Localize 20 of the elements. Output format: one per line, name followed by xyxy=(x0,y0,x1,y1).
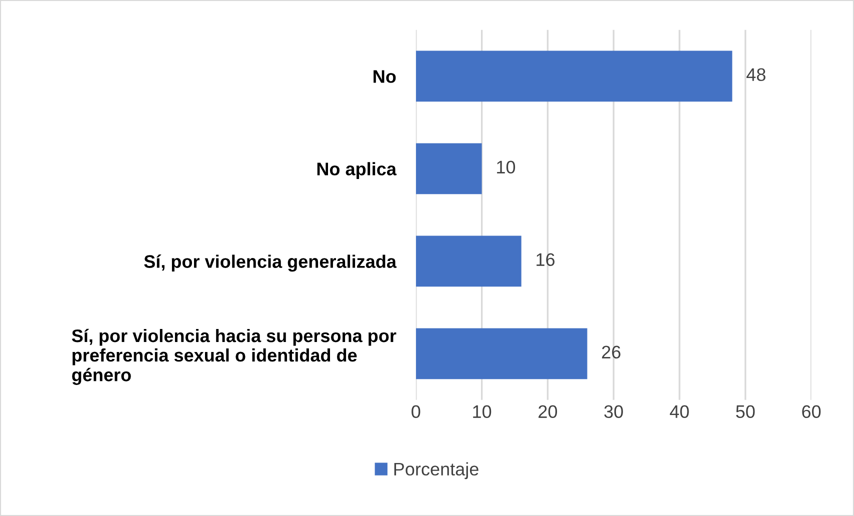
x-tick-label: 40 xyxy=(670,405,689,418)
bar xyxy=(416,143,482,194)
y-tick-label: Sí, por violencia hacia su persona por preferencia sexual o identidad de género xyxy=(72,328,396,385)
data-label: 26 xyxy=(602,346,620,358)
x-tick-label: 20 xyxy=(538,405,558,418)
y-tick-label: No xyxy=(374,70,396,83)
data-label: 48 xyxy=(746,68,766,82)
data-label: 16 xyxy=(536,253,555,266)
data-label: 10 xyxy=(497,160,516,174)
x-tick-label: 10 xyxy=(473,405,492,418)
bar xyxy=(416,328,588,380)
y-tick-label: No aplica xyxy=(317,162,397,179)
legend-label: Porcentaje xyxy=(394,462,478,480)
bar xyxy=(416,50,732,102)
x-tick-label: 0 xyxy=(412,405,420,418)
y-tick-label: Sí, por violencia generalizada xyxy=(144,254,397,272)
x-tick-label: 50 xyxy=(736,405,755,418)
bar xyxy=(416,236,522,287)
x-tick-label: 60 xyxy=(802,405,821,418)
x-tick-label: 30 xyxy=(604,405,623,418)
